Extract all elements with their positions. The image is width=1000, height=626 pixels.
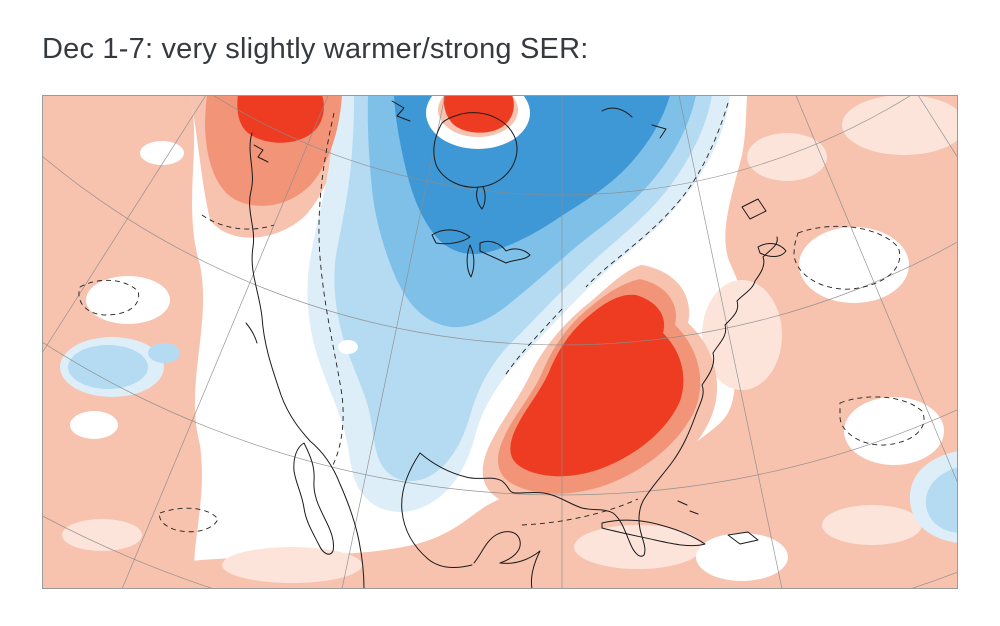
lake-michigan [466,244,475,278]
graticule [42,95,958,589]
faint-patch [62,519,142,551]
newfoundland [741,198,767,220]
anomaly-map [42,95,958,589]
cool-west-patch [68,345,148,389]
coastlines [245,100,787,589]
white-patch [140,141,184,165]
yucatan-peninsula [473,531,521,564]
hot-spot-northwest [205,95,342,206]
arctic-coast-squiggle [391,100,411,122]
white-patch [844,397,944,465]
hot-spot-core [443,95,514,133]
faint-patch [222,547,362,583]
cuba [601,519,706,547]
neutral-white-patches [70,141,944,581]
contour-corridor [503,308,563,378]
meridian-line [678,95,783,589]
contour-cool-east [585,102,729,288]
central-america-coast [499,550,541,589]
contour-atlantic-lower [839,396,925,446]
white-spot-in-cool [338,340,358,354]
faint-patch [822,505,922,545]
lake-superior [431,229,471,245]
cool-east-edge-patch [925,467,958,533]
cool-west-patch-small [148,343,180,363]
map-border [42,95,958,589]
warm-anomaly-faint-patches [62,95,958,583]
warm-atlantic-and-south-band [190,95,958,589]
arctic-coast-squiggle [651,124,667,139]
nw-warm-core [237,95,324,143]
contour-southwest [159,507,219,533]
meridian-line [121,95,329,589]
white-patch [799,227,909,303]
dashed-contours [78,102,925,533]
white-patch [86,276,170,324]
faint-patch [574,525,702,569]
meridian-line [341,95,446,589]
hudson-bay [433,112,518,188]
warm-anomaly-southeast [482,265,718,513]
contour-gulf-band [521,498,639,526]
nova-scotia [757,243,787,257]
bahamas [677,500,699,515]
hispaniola [727,531,759,545]
lakes-huron-erie-ontario [479,240,531,264]
pacific-coast [249,132,365,589]
gulf-and-east-coast [419,236,778,557]
vancouver-island [245,322,258,344]
mexico-gulf-coast [401,452,473,568]
se-warm-core [510,294,684,477]
alaska-panhandle-squiggle [253,144,269,163]
page-title: Dec 1-7: very slightly warmer/strong SER… [42,33,589,66]
white-patch [696,533,788,581]
baja-peninsula [293,442,334,555]
meridian-line [795,95,958,485]
white-patch [70,411,118,439]
arctic-coast-squiggle [601,107,633,118]
contour-west-patch [78,279,140,316]
hot-spot-north [426,95,530,149]
contour-northwest [201,214,275,230]
contour-cool-west [318,112,344,468]
faint-patch [702,280,782,390]
faint-patch [842,95,958,155]
anomaly-map-svg [42,95,958,589]
james-bay [476,186,486,210]
faint-patch [747,133,827,181]
contour-atlantic-patch [793,225,901,290]
